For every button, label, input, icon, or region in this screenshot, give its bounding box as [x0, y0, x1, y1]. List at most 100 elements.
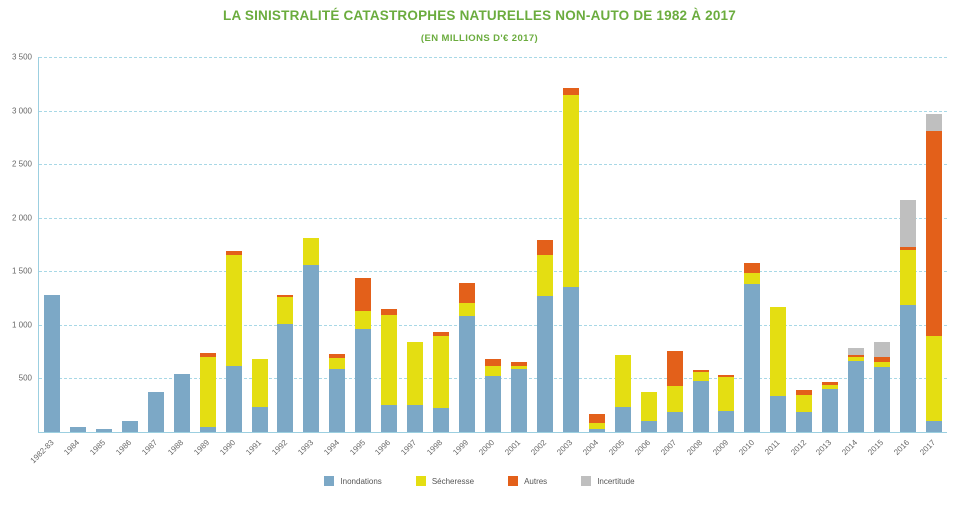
plot-area [38, 57, 947, 433]
x-tick-label: 1989 [192, 438, 212, 457]
legend-item-incertitude: Incertitude [581, 476, 635, 486]
y-tick-label: 1 500 [11, 266, 32, 276]
bar-segment-incertitude-2016 [900, 199, 917, 247]
bar-segment-se-cheresse-2015 [874, 362, 891, 367]
gridline [39, 57, 947, 58]
y-tick-label: 3 500 [11, 52, 32, 62]
bar-segment-incertitude-2015 [874, 342, 891, 357]
legend-label: Inondations [340, 476, 382, 486]
x-tick-label: 2004 [581, 438, 601, 457]
legend-swatch-autres [508, 476, 519, 486]
bar-segment-autres-2017 [926, 130, 943, 336]
bar-segment-se-cheresse-2008 [692, 372, 709, 381]
bar-segment-autres-1989 [199, 352, 216, 357]
bar-segment-incertitude-2014 [848, 348, 865, 355]
bar-segment-incertitude-2017 [926, 113, 943, 131]
legend-item-inondations: Inondations [324, 476, 382, 486]
bar-segment-inondations-2002 [536, 295, 553, 432]
bar-segment-se-cheresse-2005 [614, 354, 631, 408]
bar-segment-autres-2015 [874, 357, 891, 363]
chart-title: LA SINISTRALITÉ CATASTROPHES NATURELLES … [223, 8, 736, 23]
bar-segment-inondations-1996 [381, 405, 398, 432]
bar-segment-inondations-2005 [614, 407, 631, 432]
gridline [39, 164, 947, 166]
bar-segment-autres-2003 [562, 88, 579, 95]
x-tick-label: 1985 [88, 438, 108, 457]
bar-segment-autres-2014 [848, 354, 865, 357]
x-tick-label: 1982-83 [28, 438, 56, 466]
bar-segment-se-cheresse-1999 [459, 303, 476, 317]
bar-segment-se-cheresse-2017 [926, 335, 943, 422]
x-tick-label: 1988 [166, 438, 186, 457]
x-tick-label: 2007 [659, 438, 678, 457]
bar-segment-se-cheresse-2010 [744, 273, 761, 285]
bar-segment-inondations-2006 [640, 421, 657, 432]
bar-segment-inondations-2007 [666, 411, 683, 432]
chart-subtitle: (EN MILLIONS D'€ 2017) [420, 33, 539, 44]
x-tick-label: 2003 [555, 438, 575, 457]
bar-segment-inondations-2003 [562, 287, 579, 432]
bar-segment-se-cheresse-1995 [355, 310, 372, 330]
bar-segment-autres-1992 [277, 294, 294, 297]
x-tick-label: 1996 [373, 438, 393, 457]
bar-segment-se-cheresse-2006 [640, 392, 657, 422]
legend: Inondations Sécheresse Autres Incertitude [0, 476, 959, 486]
bar-segment-inondations-2010 [744, 284, 761, 432]
x-tick-label: 1991 [243, 438, 263, 457]
y-tick-label: 500 [18, 373, 32, 383]
bar-segment-inondations-1995 [355, 329, 372, 432]
bar-segment-inondations-2015 [874, 366, 891, 432]
legend-item-se-cheresse: Sécheresse [415, 476, 474, 486]
bar-segment-se-cheresse-2002 [536, 255, 553, 296]
bar-segment-autres-2008 [692, 369, 709, 372]
y-tick-label: 2 500 [11, 159, 32, 169]
legend-swatch-incertitude [581, 476, 592, 486]
bar-segment-inondations-2017 [926, 421, 943, 432]
x-tick-label: 2005 [607, 438, 627, 457]
bar-segment-autres-2004 [588, 413, 605, 424]
bar-segment-inondations-1987 [147, 392, 164, 432]
x-tick-label: 2017 [918, 438, 938, 457]
bar-segment-se-cheresse-1989 [199, 357, 216, 427]
bar-segment-autres-1995 [355, 277, 372, 311]
x-tick-label: 2012 [788, 438, 808, 457]
x-tick-label: 2008 [684, 438, 704, 457]
bar-segment-autres-2013 [822, 381, 839, 385]
bar-segment-inondations-1997 [407, 405, 424, 432]
bar-segment-inondations-2008 [692, 380, 709, 432]
bar-segment-inondations-1982-83 [43, 294, 60, 432]
bar-segment-inondations-2013 [822, 389, 839, 432]
bar-segment-inondations-1998 [433, 408, 450, 432]
x-tick-label: 1998 [425, 438, 445, 457]
bar-segment-inondations-1994 [329, 368, 346, 432]
bar-segment-autres-2001 [510, 362, 527, 366]
x-tick-label: 1999 [451, 438, 471, 457]
bar-segment-inondations-1985 [95, 428, 112, 432]
x-tick-label: 1997 [399, 438, 419, 457]
bar-segment-se-cheresse-2009 [718, 377, 735, 411]
x-tick-label: 1993 [295, 438, 315, 457]
bar-segment-inondations-2000 [485, 376, 501, 432]
bar-segment-inondations-2011 [770, 395, 787, 432]
bar-segment-se-cheresse-1991 [251, 359, 268, 408]
bar-segment-autres-1996 [381, 308, 398, 316]
gridline [39, 271, 947, 273]
x-tick-label: 1986 [114, 438, 134, 457]
y-tick-label: 1 000 [11, 320, 32, 330]
bar-segment-se-cheresse-2007 [666, 385, 683, 412]
legend-item-autres: Autres [508, 476, 547, 486]
x-tick-label: 2002 [529, 438, 549, 457]
gridline [39, 110, 947, 112]
legend-swatch-inondations [324, 476, 335, 486]
x-tick-label: 1984 [62, 438, 82, 457]
x-tick-label: 2014 [840, 438, 860, 457]
bar-segment-se-cheresse-1993 [303, 238, 320, 265]
x-tick-label: 1987 [140, 438, 160, 457]
bar-segment-autres-2010 [744, 262, 761, 274]
bar-segment-inondations-1984 [69, 426, 86, 432]
x-tick-label: 2010 [736, 438, 756, 457]
bar-segment-inondations-2012 [796, 411, 813, 432]
gridline [39, 217, 947, 219]
bar-segment-se-cheresse-2001 [510, 365, 527, 369]
